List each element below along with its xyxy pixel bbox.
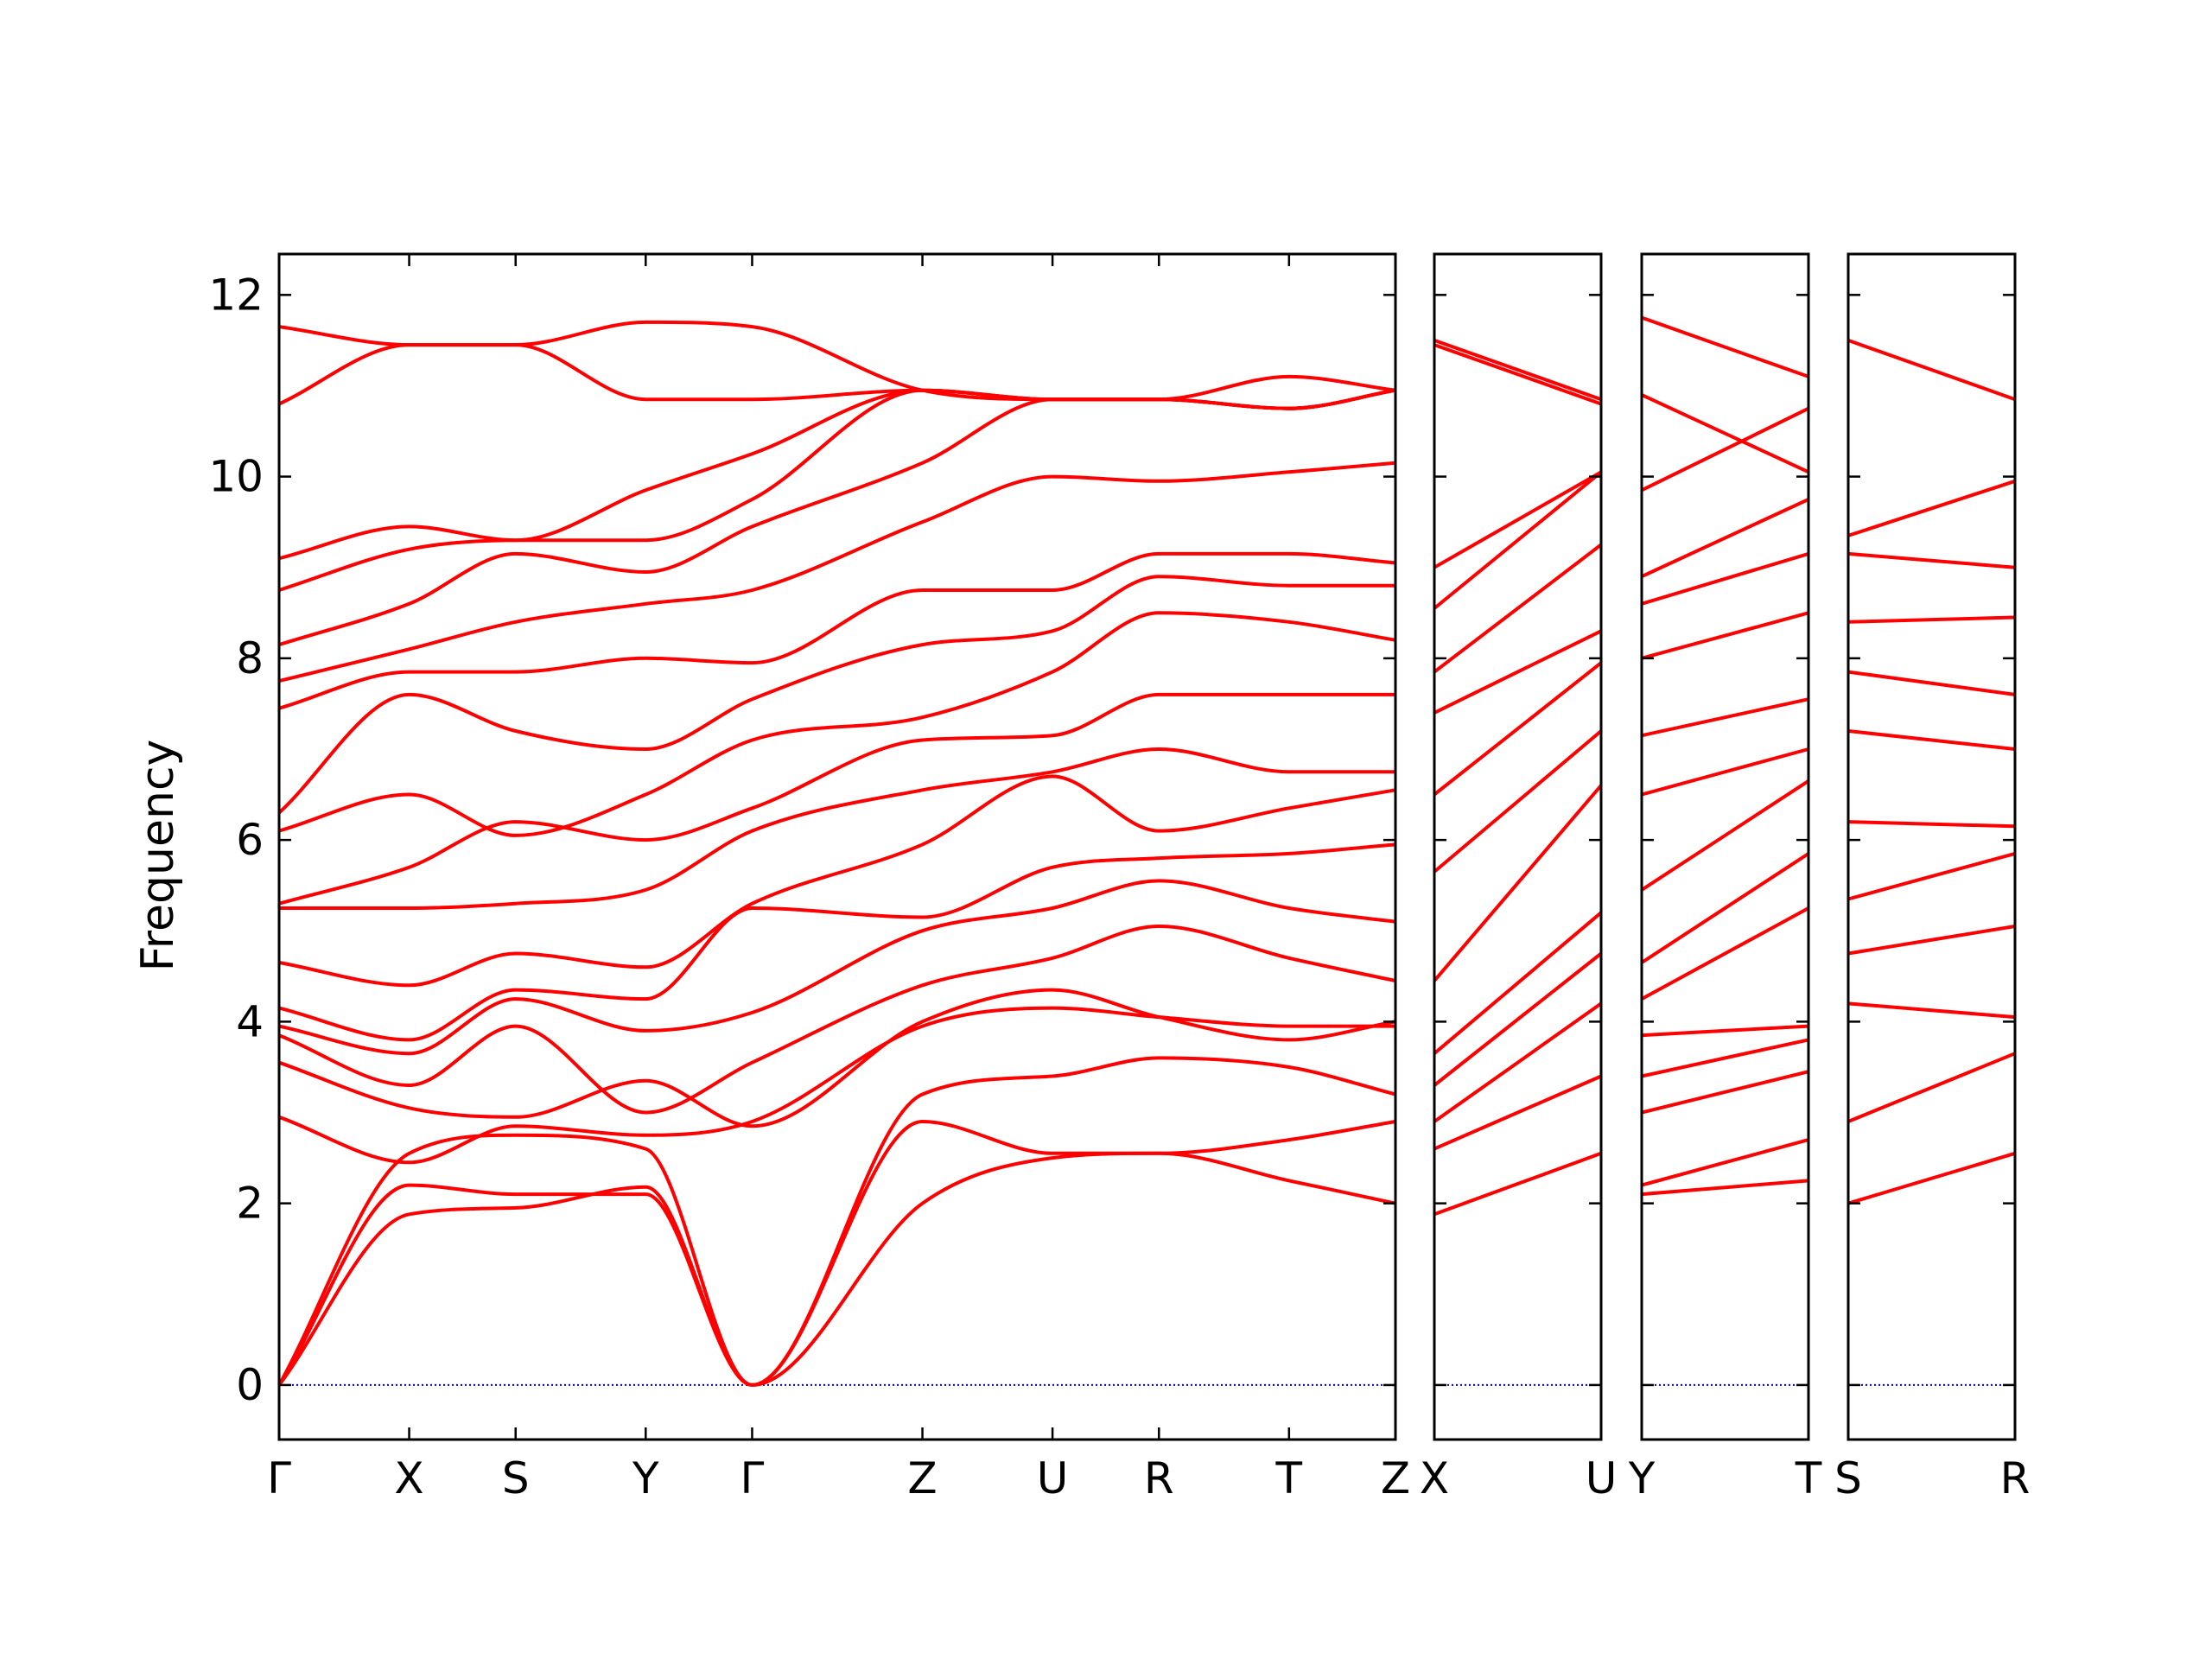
band-line <box>278 879 1396 1056</box>
band-line <box>1641 611 1809 660</box>
y-tick-labels: 0 2 4 6 8 10 12 <box>208 270 264 1410</box>
band-line <box>1847 851 2016 901</box>
band-line <box>278 343 1396 410</box>
band-line <box>278 747 1395 911</box>
x-tick-label: U <box>1037 1453 1069 1503</box>
band-line <box>1641 551 1809 606</box>
band-line <box>1641 498 1809 579</box>
band-line <box>278 925 1396 1115</box>
band-line <box>277 1151 1396 1387</box>
x-tick-label: Γ <box>267 1453 291 1503</box>
y-axis-label: Frequency <box>132 740 184 972</box>
y-tick-label: 8 <box>236 633 264 683</box>
band-line <box>1433 470 1602 569</box>
x-tick-label: T <box>1275 1453 1303 1503</box>
band-line <box>278 320 1396 410</box>
x-tick-label: U <box>1586 1453 1618 1503</box>
band-line <box>1641 747 1809 797</box>
band-line <box>1847 925 2016 956</box>
panel-frame <box>277 252 1397 1441</box>
band-line <box>1433 729 1603 874</box>
band-line <box>1641 315 1809 378</box>
band-line <box>1847 551 2016 569</box>
band-line <box>1641 1024 1809 1038</box>
band-line <box>1433 951 1603 1087</box>
band-line <box>1640 779 1810 892</box>
x-tick-label: Z <box>907 1453 937 1503</box>
band-line <box>1433 1001 1603 1123</box>
x-tick-label: R <box>2000 1453 2031 1503</box>
band-line <box>1433 543 1603 674</box>
band-line <box>1847 1151 2016 1205</box>
band-line <box>278 611 1396 837</box>
band-line <box>1847 339 2016 402</box>
band-line <box>278 988 1396 1128</box>
band-line <box>278 692 1395 906</box>
panel-frame <box>1847 252 2017 1441</box>
x-tick-label: T <box>1795 1453 1822 1503</box>
panel-frames <box>277 252 2017 1441</box>
y-tick-label: 2 <box>236 1179 264 1229</box>
x-tick-label: Y <box>1628 1453 1656 1503</box>
band-line <box>1641 406 1809 493</box>
band-line <box>1641 906 1809 1001</box>
panel-frame <box>1640 252 1810 1441</box>
band-line <box>1641 1138 1809 1187</box>
band-line <box>1641 1179 1809 1197</box>
band-line <box>1433 629 1602 715</box>
band-line <box>278 388 1396 561</box>
band-line <box>1641 697 1809 738</box>
band-line <box>1847 820 2016 829</box>
band-lines <box>277 315 2016 1387</box>
band-line <box>1847 615 2016 624</box>
band-line <box>278 461 1396 683</box>
band-line <box>277 575 1395 815</box>
band-line <box>1847 1052 2016 1123</box>
band-line <box>1641 1038 1809 1078</box>
x-tick-label: Z <box>1381 1453 1410 1503</box>
band-line <box>1433 1151 1602 1217</box>
band-line <box>278 842 1396 1042</box>
band-line <box>1433 343 1602 406</box>
x-tick-label: Y <box>632 1453 659 1503</box>
band-line <box>278 1006 1395 1165</box>
band-line <box>1847 479 2016 537</box>
band-line <box>1641 393 1809 474</box>
band-line <box>1847 729 2016 751</box>
y-tick-label: 12 <box>208 270 264 320</box>
y-tick-label: 10 <box>208 452 264 502</box>
band-line <box>1847 1001 2016 1020</box>
y-tick-label: 0 <box>236 1360 264 1410</box>
band-line <box>1640 852 1810 964</box>
band-line <box>278 551 1396 710</box>
x-tick-label: X <box>1420 1453 1449 1503</box>
band-line <box>1433 661 1603 797</box>
band-line <box>278 374 1396 647</box>
x-tick-label: R <box>1144 1453 1174 1503</box>
y-tick-label: 6 <box>236 815 264 865</box>
x-tick-label: S <box>1834 1453 1862 1503</box>
y-tick-label: 4 <box>236 996 264 1046</box>
axis-ticks <box>279 254 2015 1440</box>
x-tick-label: S <box>502 1453 530 1503</box>
band-line <box>278 774 1396 988</box>
band-line <box>1433 470 1603 610</box>
band-line <box>1641 1070 1809 1115</box>
band-line <box>277 1056 1396 1387</box>
band-line <box>1433 911 1603 1055</box>
band-line <box>277 1120 1396 1387</box>
band-line <box>1433 784 1603 982</box>
panel-frame <box>1433 252 1603 1441</box>
band-line <box>1433 1074 1602 1151</box>
band-line <box>1847 670 2016 696</box>
x-tick-label: X <box>394 1453 423 1503</box>
band-line <box>1433 339 1602 402</box>
x-tick-label: Γ <box>741 1453 765 1503</box>
